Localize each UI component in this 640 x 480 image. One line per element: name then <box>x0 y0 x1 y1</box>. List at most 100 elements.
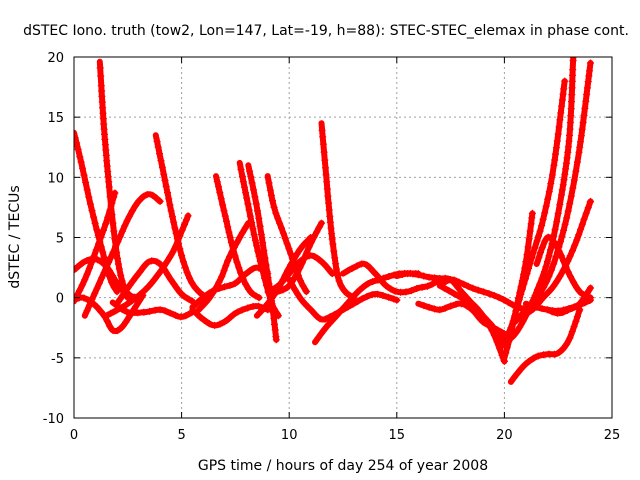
data-point-marker <box>252 292 260 300</box>
data-point-marker <box>248 179 256 187</box>
data-point-marker <box>173 284 181 292</box>
data-point-marker <box>538 222 546 230</box>
data-point-marker <box>100 253 108 261</box>
data-point-marker <box>264 300 272 308</box>
data-point-marker <box>140 308 148 316</box>
data-point-marker <box>533 293 541 301</box>
data-point-marker <box>297 277 304 285</box>
data-point-marker <box>576 143 584 151</box>
data-point-marker <box>179 258 187 266</box>
series-arc-27 <box>436 282 508 365</box>
data-point-marker <box>283 240 291 247</box>
data-point-marker <box>163 258 171 266</box>
data-point-marker <box>259 239 267 247</box>
y-tick-label: -10 <box>43 412 64 427</box>
data-point-marker <box>141 286 149 294</box>
data-point-marker <box>577 132 585 140</box>
data-point-marker <box>531 244 539 252</box>
data-point-marker <box>550 350 558 358</box>
data-point-marker <box>547 266 555 274</box>
data-point-marker <box>267 296 275 304</box>
data-point-marker <box>85 264 93 272</box>
data-point-marker <box>97 72 105 80</box>
data-point-marker <box>215 183 222 191</box>
data-point-marker <box>246 167 254 175</box>
data-point-marker <box>118 323 126 331</box>
data-point-marker <box>303 248 311 256</box>
data-point-marker <box>379 292 387 299</box>
data-point-marker <box>265 179 273 187</box>
data-point-marker <box>587 197 594 205</box>
data-point-marker <box>578 220 586 228</box>
data-point-marker <box>559 90 567 98</box>
data-point-marker <box>560 85 568 93</box>
data-point-marker <box>288 281 296 289</box>
data-point-marker <box>239 229 247 236</box>
data-point-marker <box>318 126 326 134</box>
data-point-marker <box>559 181 567 189</box>
data-point-marker <box>550 260 558 268</box>
data-point-marker <box>525 235 533 243</box>
data-point-marker <box>243 194 251 202</box>
data-point-marker <box>212 284 220 292</box>
data-point-marker <box>139 264 147 271</box>
y-axis-label: dSTEC / TECUs <box>7 185 23 288</box>
data-point-marker <box>231 252 239 260</box>
data-point-marker <box>278 224 285 232</box>
data-point-marker <box>112 277 119 285</box>
data-point-marker <box>294 268 302 276</box>
data-point-marker <box>181 263 189 271</box>
data-point-marker <box>555 247 563 255</box>
data-point-marker <box>206 294 214 302</box>
data-point-marker <box>527 220 535 228</box>
data-point-marker <box>281 234 289 242</box>
data-point-marker <box>249 225 257 233</box>
data-point-marker <box>330 247 338 255</box>
data-point-marker <box>113 302 121 310</box>
data-point-marker <box>83 270 91 278</box>
data-point-marker <box>117 271 125 279</box>
data-point-marker <box>161 307 169 315</box>
data-point-marker <box>323 178 331 186</box>
data-point-marker <box>323 263 331 271</box>
data-point-marker <box>517 290 525 298</box>
data-point-marker <box>374 290 382 298</box>
data-point-marker <box>460 280 468 288</box>
data-point-marker <box>564 148 572 156</box>
data-point-marker <box>116 233 124 240</box>
data-point-marker <box>250 186 257 194</box>
data-point-marker <box>145 282 153 290</box>
data-point-marker <box>540 268 548 276</box>
data-point-marker <box>577 299 584 307</box>
data-point-marker <box>560 257 568 265</box>
data-point-marker <box>518 285 526 293</box>
data-point-marker <box>315 223 323 231</box>
data-point-marker <box>344 299 352 307</box>
data-point-marker <box>274 214 282 222</box>
data-point-marker <box>570 176 578 184</box>
data-point-marker <box>109 219 117 227</box>
data-point-marker <box>86 200 94 208</box>
data-point-marker <box>302 288 310 296</box>
data-point-marker <box>220 207 228 215</box>
data-point-marker <box>290 255 298 263</box>
data-point-marker <box>298 259 306 267</box>
data-point-marker <box>272 336 280 344</box>
data-point-marker <box>563 306 571 314</box>
data-traces <box>74 57 594 385</box>
data-point-marker <box>107 253 115 261</box>
data-point-marker <box>495 294 503 301</box>
x-tick-label: 25 <box>604 428 621 443</box>
data-point-marker <box>550 161 558 169</box>
data-point-marker <box>262 261 270 269</box>
data-point-marker <box>96 64 104 72</box>
data-point-marker <box>570 278 578 286</box>
data-point-marker <box>520 280 528 288</box>
data-point-marker <box>149 191 157 199</box>
data-point-marker <box>319 259 327 267</box>
data-point-marker <box>251 193 259 201</box>
data-point-marker <box>485 321 493 329</box>
data-point-marker <box>172 311 179 319</box>
data-point-marker <box>561 77 569 85</box>
y-tick-label: 10 <box>47 171 64 186</box>
